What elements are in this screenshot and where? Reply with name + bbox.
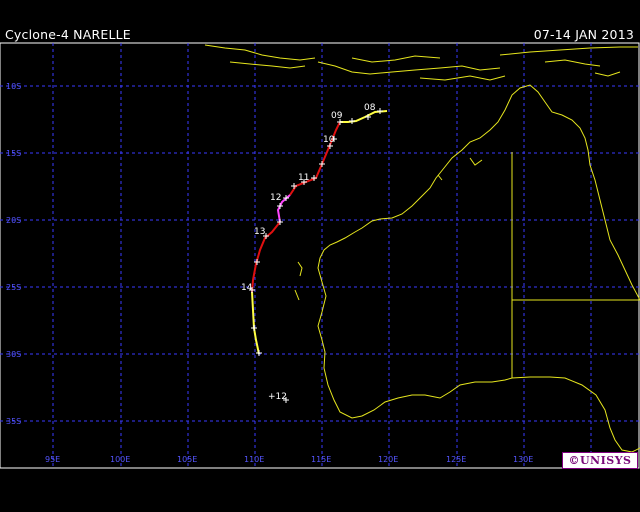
track-segment-storm-north	[289, 121, 341, 196]
storm-track	[251, 110, 388, 355]
day-label-13: 13	[254, 227, 265, 237]
coastlines	[204, 44, 640, 453]
lon-label-110e: 110E	[244, 455, 264, 464]
lon-label-95e: 95E	[45, 455, 60, 464]
day-label-11: 11	[298, 173, 309, 183]
lon-label-120e: 120E	[378, 455, 398, 464]
track-segment-early	[340, 110, 388, 123]
day-label-09: 09	[331, 111, 343, 121]
date-range: 07-14 JAN 2013	[533, 27, 634, 42]
lon-label-100e: 100E	[110, 455, 130, 464]
lat-label-35s: 35S	[6, 417, 21, 426]
storm-title: Cyclone-4 NARELLE	[5, 27, 131, 42]
day-label-14: 14	[241, 283, 253, 293]
unisys-logo: ©UNISYS	[562, 452, 638, 469]
day-label-08: 08	[364, 103, 376, 113]
logo-text: ©UNISYS	[568, 454, 632, 467]
map-frame	[0, 42, 640, 469]
lon-label-125e: 125E	[446, 455, 466, 464]
lat-label-15s: 15S	[6, 149, 21, 158]
day-label-plus12: +12	[268, 392, 287, 402]
lat-label-25s: 25S	[6, 283, 21, 292]
lat-label-10s: 10S	[6, 82, 21, 91]
lat-label-30s: 30S	[6, 350, 21, 359]
grid	[0, 43, 639, 468]
lon-label-130e: 130E	[513, 455, 533, 464]
lon-label-105e: 105E	[177, 455, 197, 464]
lat-label-20s: 20S	[6, 216, 21, 225]
day-label-12: 12	[270, 193, 281, 203]
day-label-10: 10	[323, 135, 335, 145]
track-markers	[249, 108, 383, 403]
track-segment-storm-south	[251, 221, 281, 293]
lon-label-115e: 115E	[311, 455, 331, 464]
